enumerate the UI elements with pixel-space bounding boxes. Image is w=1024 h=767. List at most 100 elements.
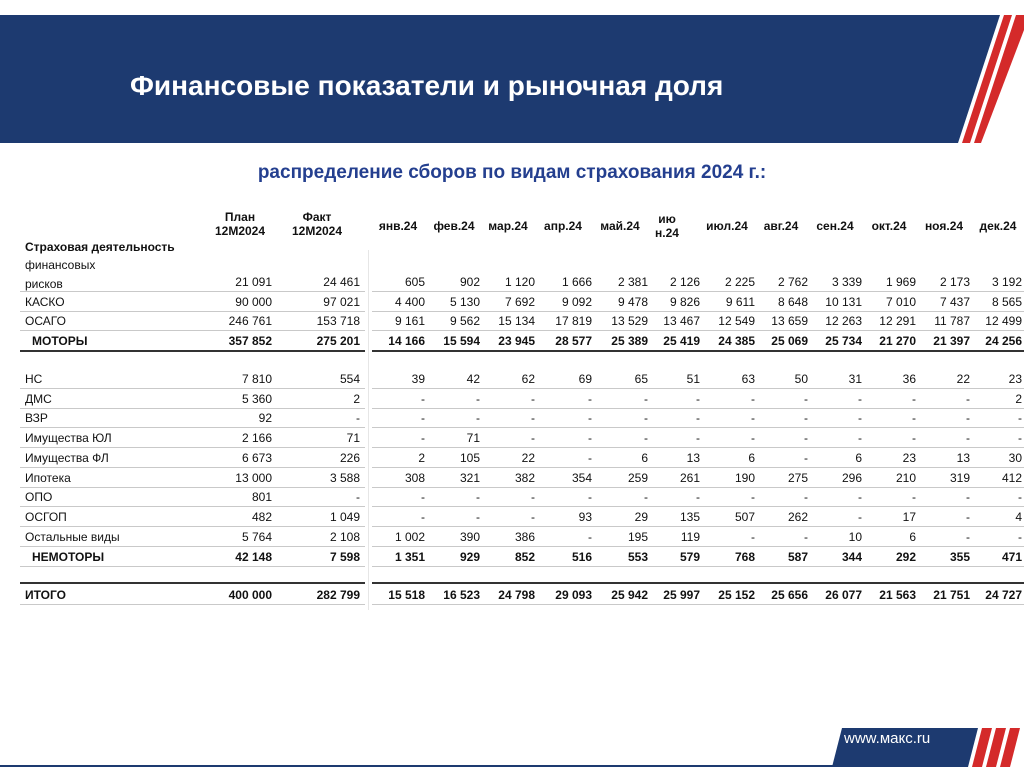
cell-value: - <box>912 392 916 406</box>
cell-value: - <box>1018 530 1022 544</box>
column-header: июл.24 <box>706 219 748 233</box>
cell-value: 25 069 <box>771 334 808 348</box>
cell-value: 13 <box>956 451 970 465</box>
column-header: июн.24 <box>655 212 679 240</box>
cell-value: 605 <box>404 275 425 289</box>
cell-value: 25 656 <box>771 588 808 602</box>
cell-value: 902 <box>459 275 480 289</box>
cell-value: 852 <box>514 550 535 564</box>
cell-value: 25 389 <box>611 334 648 348</box>
row-rule <box>20 546 365 547</box>
row-rule <box>20 566 365 567</box>
row-rule <box>20 506 365 507</box>
cell-value: 579 <box>679 550 700 564</box>
cell-value: - <box>531 431 535 445</box>
cell-value: - <box>858 392 862 406</box>
cell-value: 71 <box>346 431 360 445</box>
column-header: сен.24 <box>816 219 854 233</box>
cell-value: - <box>644 431 648 445</box>
row-label: ВЗР <box>25 411 48 425</box>
row-label: ОПО <box>25 490 53 504</box>
cell-value: - <box>1018 411 1022 425</box>
row-rule <box>20 487 365 488</box>
row-rule <box>20 350 365 352</box>
cell-value: 2 <box>418 451 425 465</box>
stripe <box>972 728 992 767</box>
column-header: окт.24 <box>871 219 907 233</box>
row-label: Остальные виды <box>25 530 120 544</box>
cell-value: - <box>804 451 808 465</box>
row-rule <box>372 447 1024 448</box>
cell-value: - <box>588 490 592 504</box>
cell-value: - <box>696 411 700 425</box>
cell-value: - <box>531 510 535 524</box>
cell-value: - <box>696 490 700 504</box>
cell-value: 296 <box>841 471 862 485</box>
row-rule <box>20 447 365 448</box>
total-rule <box>372 582 1024 584</box>
column-header: ноя.24 <box>924 219 964 233</box>
cell-value: 354 <box>571 471 592 485</box>
cell-value: 25 152 <box>718 588 755 602</box>
row-label: ОСГОП <box>25 510 67 524</box>
cell-value: 12 291 <box>879 314 916 328</box>
cell-value: - <box>966 431 970 445</box>
column-header: мар.24 <box>488 219 528 233</box>
row-rule <box>20 408 365 409</box>
cell-value: 119 <box>680 530 700 544</box>
cell-value: 12 263 <box>825 314 862 328</box>
cell-value: - <box>476 392 480 406</box>
cell-value: - <box>1018 431 1022 445</box>
cell-value: - <box>751 411 755 425</box>
cell-value: 400 000 <box>228 588 272 602</box>
cell-value: 42 <box>466 372 480 386</box>
cell-value: 8 565 <box>991 295 1022 309</box>
cell-value: 226 <box>339 451 360 465</box>
cell-value: 516 <box>571 550 592 564</box>
cell-value: - <box>966 510 970 524</box>
cell-value: 21 091 <box>235 275 272 289</box>
cell-value: 90 000 <box>235 295 272 309</box>
cell-value: 1 049 <box>329 510 360 524</box>
cell-value: - <box>912 490 916 504</box>
cell-value: 7 810 <box>241 372 272 386</box>
cell-value: 357 852 <box>228 334 272 348</box>
row-rule <box>372 526 1024 527</box>
cell-value: 105 <box>459 451 480 465</box>
cell-value: 507 <box>734 510 755 524</box>
cell-value: 2 126 <box>669 275 700 289</box>
subtitle: распределение сборов по видам страховани… <box>257 162 767 183</box>
cell-value: 24 798 <box>498 588 535 602</box>
cell-value: 1 969 <box>885 275 916 289</box>
cell-value: 553 <box>627 550 648 564</box>
cell-value: - <box>912 431 916 445</box>
row-label: Имущества ЮЛ <box>25 431 112 445</box>
cell-value: 93 <box>578 510 592 524</box>
cell-value: 8 648 <box>777 295 808 309</box>
cell-value: 261 <box>679 471 700 485</box>
cell-value: - <box>966 530 970 544</box>
cell-value: 390 <box>459 530 480 544</box>
column-header: Факт 12М2024 <box>291 210 343 238</box>
row-rule <box>372 291 1024 292</box>
column-header: фев.24 <box>433 219 475 233</box>
column-header: авг.24 <box>763 219 799 233</box>
cell-value: - <box>421 411 425 425</box>
cell-value: 13 529 <box>611 314 648 328</box>
cell-value: 25 419 <box>663 334 700 348</box>
cell-value: 17 <box>902 510 916 524</box>
col-gap-rule <box>368 250 369 610</box>
cell-value: - <box>804 490 808 504</box>
row-label: ДМС <box>25 392 52 406</box>
cell-value: - <box>421 431 425 445</box>
cell-value: 6 <box>641 451 648 465</box>
row-label: КАСКО <box>25 295 65 309</box>
row-label: ОСАГО <box>25 314 66 328</box>
cell-value: 9 092 <box>561 295 592 309</box>
cell-value: 135 <box>679 510 700 524</box>
cell-value: 7 010 <box>885 295 916 309</box>
cell-value: 9 611 <box>725 295 755 309</box>
cell-value: 13 000 <box>235 471 272 485</box>
